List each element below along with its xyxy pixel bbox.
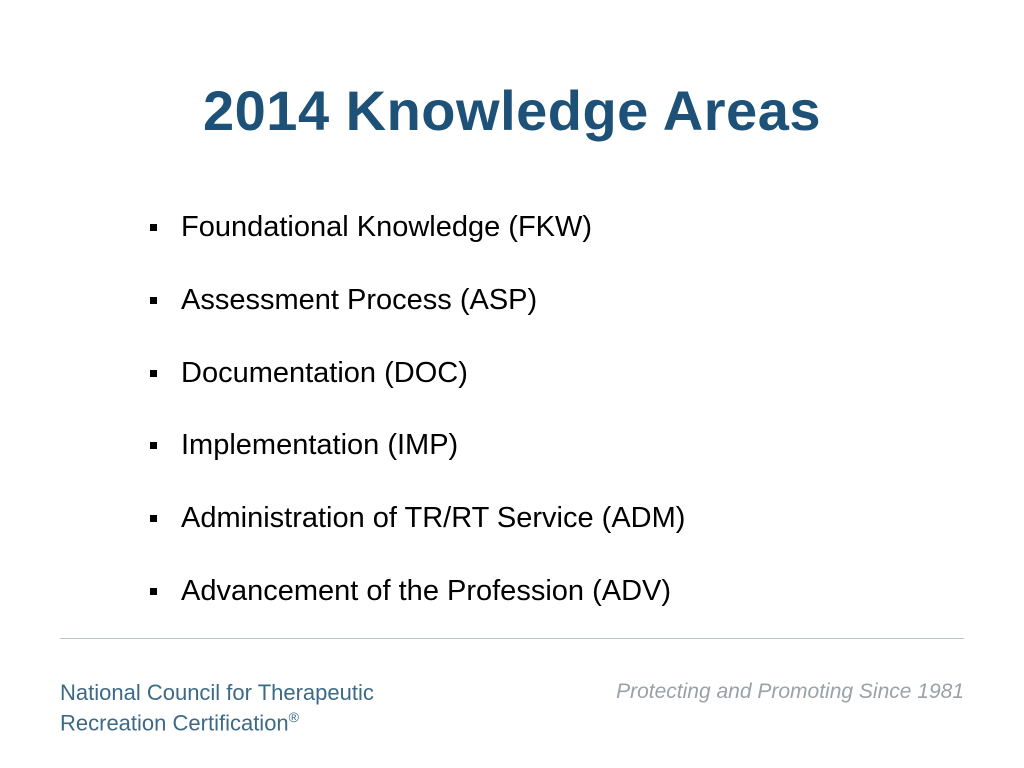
list-item: Foundational Knowledge (FKW)	[150, 210, 910, 245]
org-name: National Council for Therapeutic Recreat…	[60, 678, 374, 738]
registered-mark: ®	[289, 709, 299, 725]
list-item: Administration of TR/RT Service (ADM)	[150, 501, 910, 536]
footer: National Council for Therapeutic Recreat…	[60, 678, 964, 738]
org-line2: Recreation Certification	[60, 710, 289, 735]
slide-title: 2014 Knowledge Areas	[0, 78, 1024, 143]
bullet-icon	[150, 515, 157, 522]
bullet-text: Assessment Process (ASP)	[181, 283, 537, 318]
footer-divider	[60, 638, 964, 639]
bullet-icon	[150, 588, 157, 595]
bullet-icon	[150, 297, 157, 304]
list-item: Advancement of the Profession (ADV)	[150, 574, 910, 609]
bullet-text: Documentation (DOC)	[181, 356, 468, 391]
list-item: Implementation (IMP)	[150, 428, 910, 463]
list-item: Assessment Process (ASP)	[150, 283, 910, 318]
bullet-list: Foundational Knowledge (FKW) Assessment …	[150, 210, 910, 647]
bullet-text: Administration of TR/RT Service (ADM)	[181, 501, 685, 536]
bullet-icon	[150, 442, 157, 449]
slide: 2014 Knowledge Areas Foundational Knowle…	[0, 0, 1024, 768]
bullet-icon	[150, 224, 157, 231]
bullet-text: Foundational Knowledge (FKW)	[181, 210, 592, 245]
org-line1: National Council for Therapeutic	[60, 680, 374, 705]
bullet-text: Advancement of the Profession (ADV)	[181, 574, 671, 609]
tagline: Protecting and Promoting Since 1981	[616, 680, 964, 704]
bullet-text: Implementation (IMP)	[181, 428, 458, 463]
list-item: Documentation (DOC)	[150, 356, 910, 391]
bullet-icon	[150, 370, 157, 377]
